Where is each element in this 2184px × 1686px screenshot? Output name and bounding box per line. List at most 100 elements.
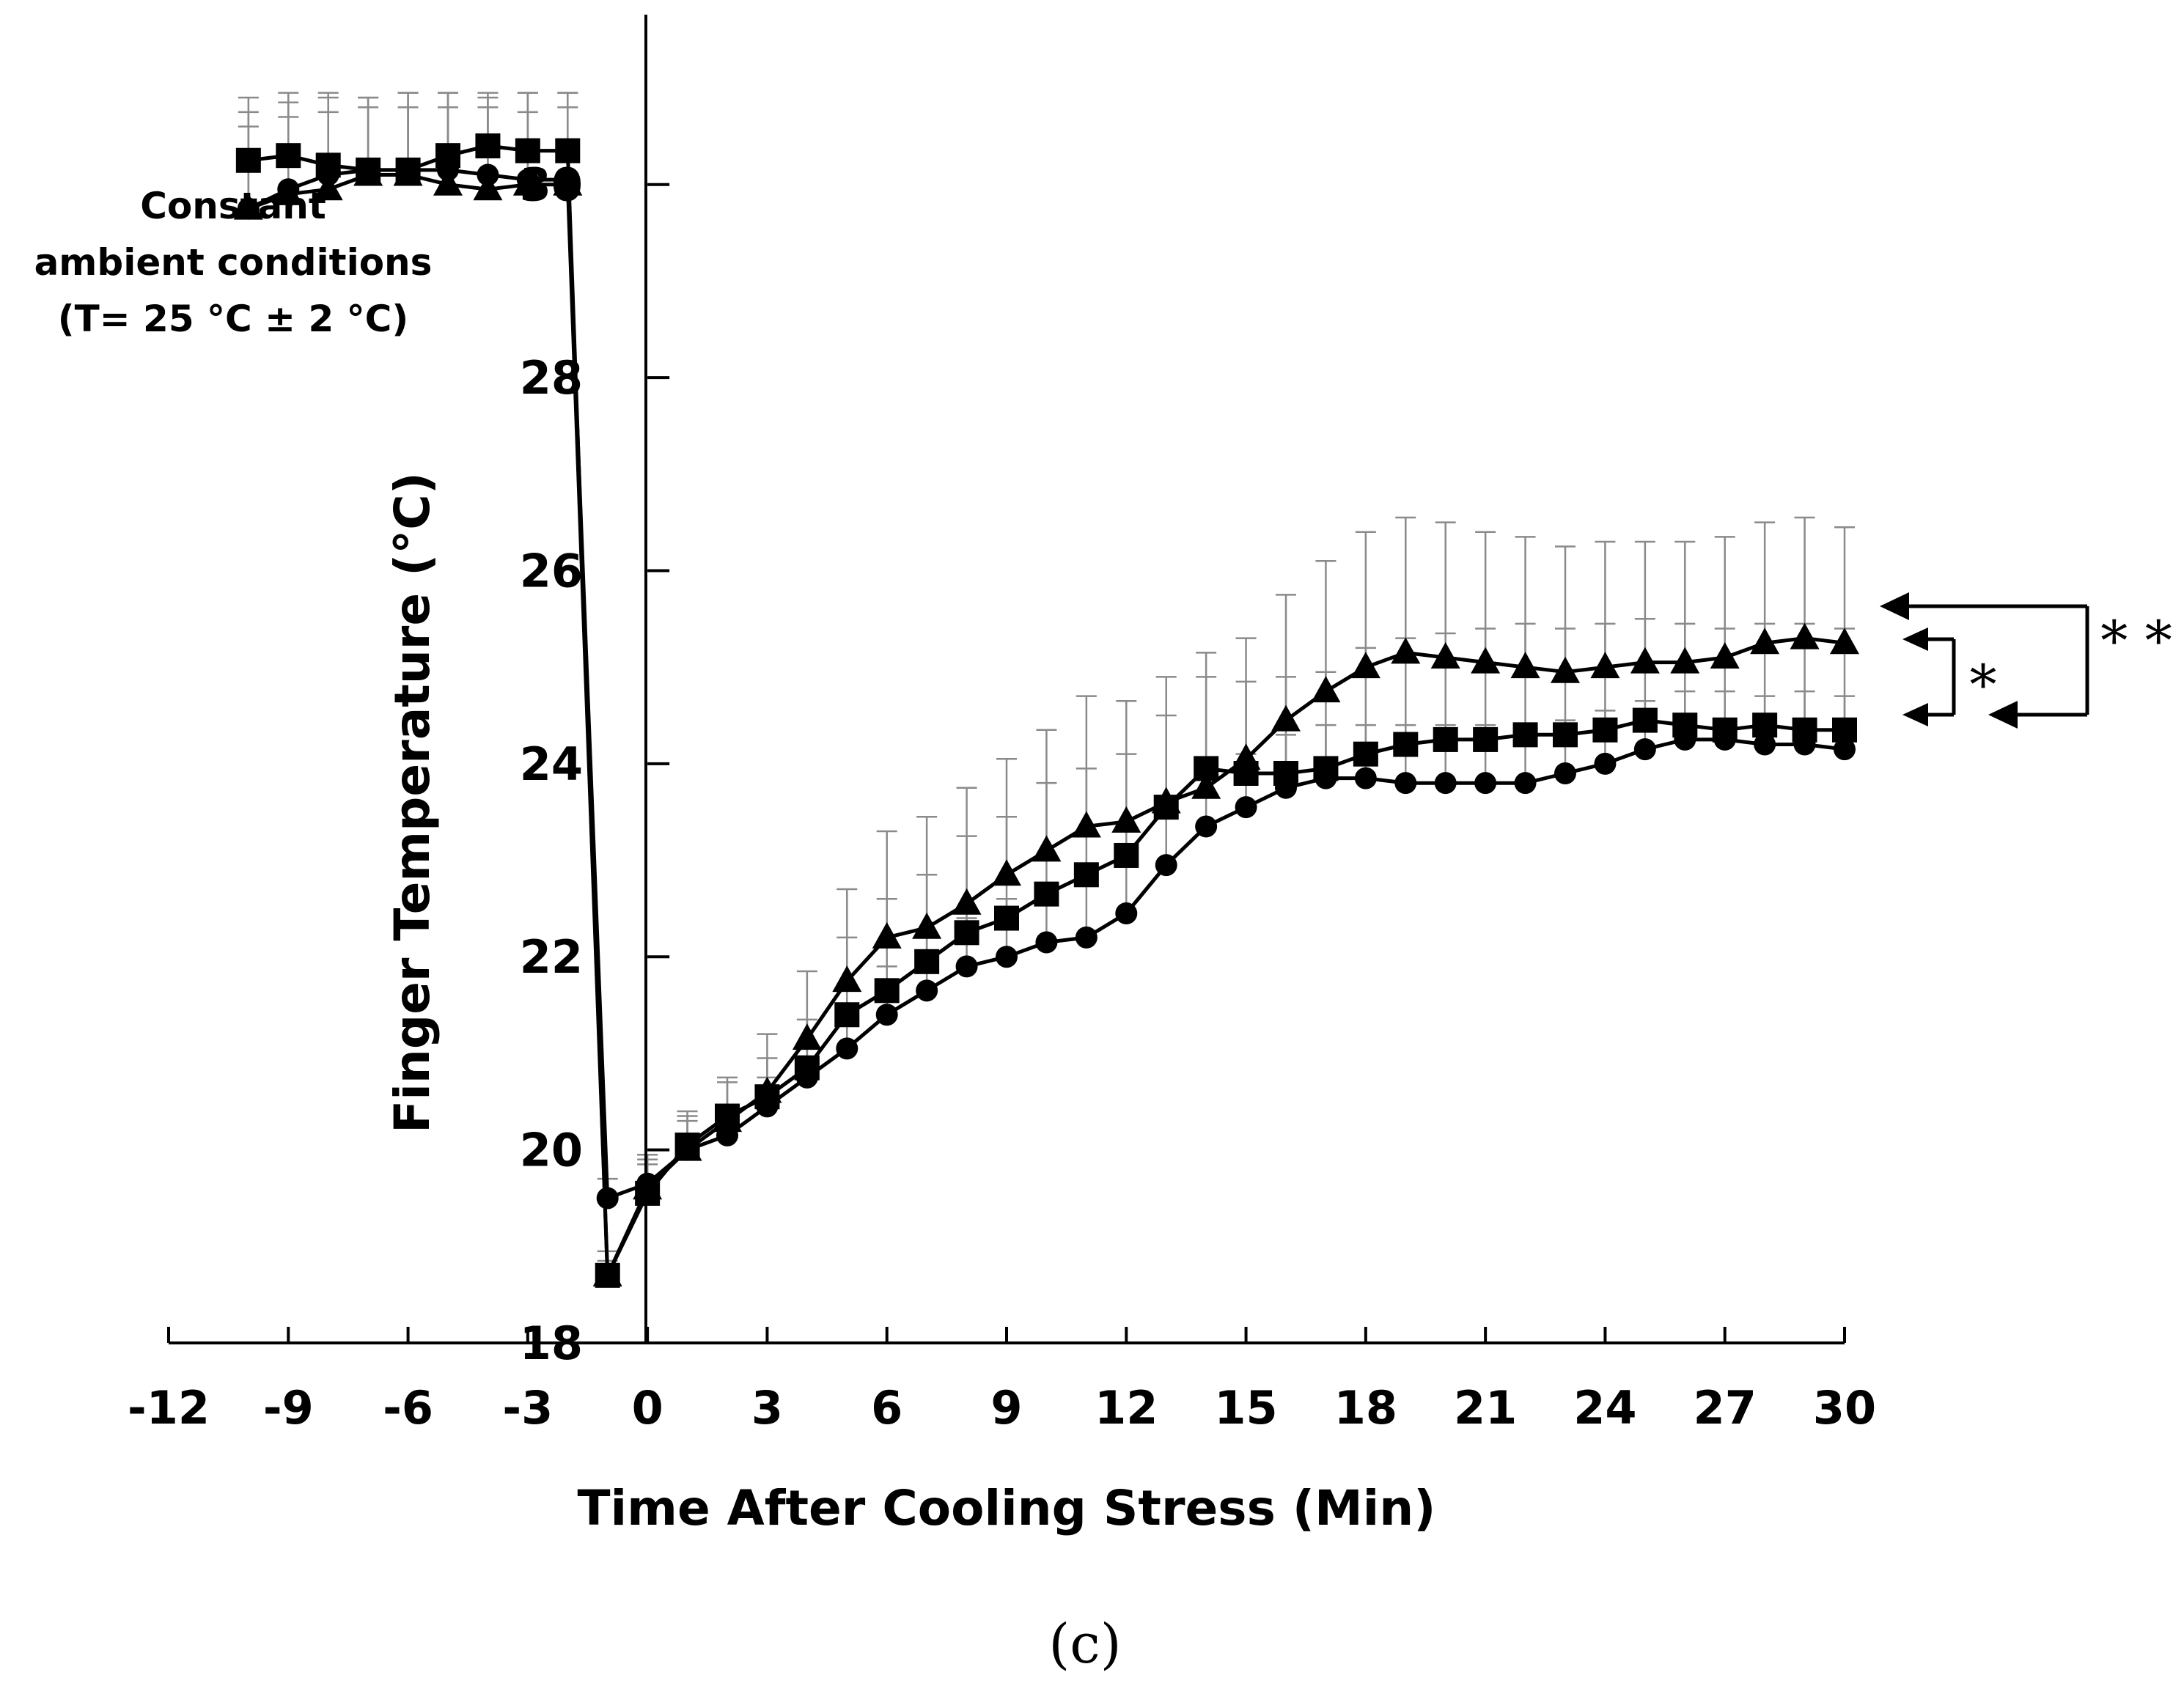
data-point-square — [1034, 881, 1059, 907]
data-point-square — [1632, 707, 1658, 733]
data-point-circle — [397, 158, 419, 181]
x-tick-label: -6 — [383, 1381, 433, 1435]
data-point-square — [515, 138, 540, 163]
data-point-circle — [1594, 752, 1617, 775]
data-point-triangle — [1430, 641, 1460, 669]
data-point-square — [1473, 726, 1499, 752]
data-point-square — [715, 1103, 740, 1129]
data-point-circle — [237, 197, 260, 220]
data-point-triangle — [992, 859, 1021, 886]
x-tick-label: -3 — [502, 1381, 553, 1435]
data-point-circle — [437, 158, 459, 181]
data-point-triangle — [1590, 652, 1620, 679]
data-point-square — [954, 920, 979, 946]
data-point-square — [914, 949, 940, 974]
data-point-circle — [1394, 772, 1417, 795]
data-point-triangle — [912, 912, 942, 939]
data-point-circle — [795, 1066, 818, 1089]
data-point-triangle — [1350, 652, 1380, 679]
significance-single-label: * — [1970, 654, 1997, 717]
data-point-circle — [836, 1037, 858, 1060]
data-point-circle — [1195, 815, 1218, 838]
data-point-square — [1752, 713, 1778, 738]
data-point-triangle — [473, 174, 503, 201]
y-tick-label: 26 — [520, 544, 583, 597]
data-point-triangle — [1670, 647, 1700, 674]
data-point-triangle — [1471, 647, 1501, 674]
data-point-circle — [1115, 902, 1138, 924]
data-point-circle — [357, 158, 380, 181]
x-ticks: -12 -9 -6 -3 0 3 6 9 12 15 18 21 24 27 30 — [128, 1327, 1876, 1435]
data-point-triangle — [872, 921, 902, 949]
data-point-triangle — [313, 174, 343, 201]
x-tick-label: 21 — [1454, 1381, 1517, 1435]
data-point-circle — [1633, 738, 1656, 761]
x-tick-label: 6 — [871, 1381, 902, 1435]
data-point-square — [1353, 741, 1378, 767]
data-point-square — [595, 1262, 620, 1288]
data-point-triangle — [1071, 811, 1101, 838]
data-point-square — [1393, 732, 1419, 757]
data-point-triangle — [952, 888, 982, 915]
data-point-circle — [1674, 728, 1696, 751]
data-point-circle — [1035, 931, 1058, 954]
data-point-square — [1512, 722, 1538, 748]
data-point-circle — [1235, 796, 1257, 819]
y-tick-label: 22 — [520, 930, 583, 984]
data-point-circle — [1754, 733, 1776, 756]
error-bars — [238, 92, 1855, 1275]
data-point-circle — [1155, 854, 1177, 877]
data-point-triangle — [1790, 622, 1820, 649]
data-point-square — [1153, 795, 1179, 820]
data-point-triangle — [1630, 647, 1660, 674]
bracket-arrowhead-mid — [1902, 627, 1928, 651]
ambient-annotation-line3: (T= 25 °C ± 2 °C) — [58, 298, 408, 340]
data-point-square — [276, 143, 301, 169]
data-point-circle — [1315, 767, 1337, 789]
bracket-arrowhead-lower-left — [1902, 703, 1928, 726]
data-point-square — [1832, 717, 1857, 743]
data-point-circle — [1474, 772, 1497, 795]
data-point-square — [994, 905, 1019, 931]
data-point-square — [874, 978, 900, 1004]
significance-single-bracket — [1924, 637, 1956, 717]
x-tick-label: 12 — [1095, 1381, 1158, 1435]
data-point-circle — [556, 169, 579, 191]
data-point-circle — [1514, 772, 1537, 795]
data-point-triangle — [1750, 627, 1780, 655]
data-point-circle — [636, 1172, 659, 1195]
data-point-circle — [277, 178, 300, 201]
y-tick-label: 20 — [520, 1124, 583, 1177]
data-point-triangle — [1311, 676, 1341, 703]
data-point-circle — [477, 163, 499, 186]
y-ticks: 18 20 22 24 26 28 30 — [520, 158, 670, 1370]
data-point-square — [1114, 842, 1139, 868]
significance-double-bracket — [1902, 604, 2089, 717]
significance-double-label: * * — [2100, 610, 2172, 673]
bracket-arrowhead-upper — [1880, 592, 1909, 620]
data-point-circle — [875, 1004, 898, 1026]
y-tick-label: 24 — [520, 737, 583, 791]
data-point-triangle — [1111, 806, 1141, 833]
data-point-circle — [916, 979, 938, 1002]
x-tick-label: 27 — [1694, 1381, 1757, 1435]
data-point-square — [1073, 862, 1099, 888]
data-point-circle — [1793, 733, 1816, 756]
data-point-circle — [716, 1124, 738, 1146]
x-tick-label: 9 — [990, 1381, 1022, 1435]
data-point-square — [1194, 756, 1219, 781]
bracket-arrowhead-lower-right — [1988, 701, 2018, 729]
data-point-triangle — [433, 169, 463, 196]
data-point-square — [555, 138, 581, 163]
x-tick-label: 3 — [751, 1381, 783, 1435]
x-tick-label: 30 — [1813, 1381, 1876, 1435]
x-tick-label: -12 — [128, 1381, 210, 1435]
data-point-circle — [1354, 767, 1377, 789]
data-point-triangle — [1271, 704, 1301, 732]
y-tick-label: 18 — [520, 1317, 583, 1370]
data-point-triangle — [1710, 641, 1740, 669]
x-tick-label: 24 — [1573, 1381, 1636, 1435]
data-point-circle — [1554, 762, 1576, 785]
data-point-circle — [516, 169, 539, 191]
